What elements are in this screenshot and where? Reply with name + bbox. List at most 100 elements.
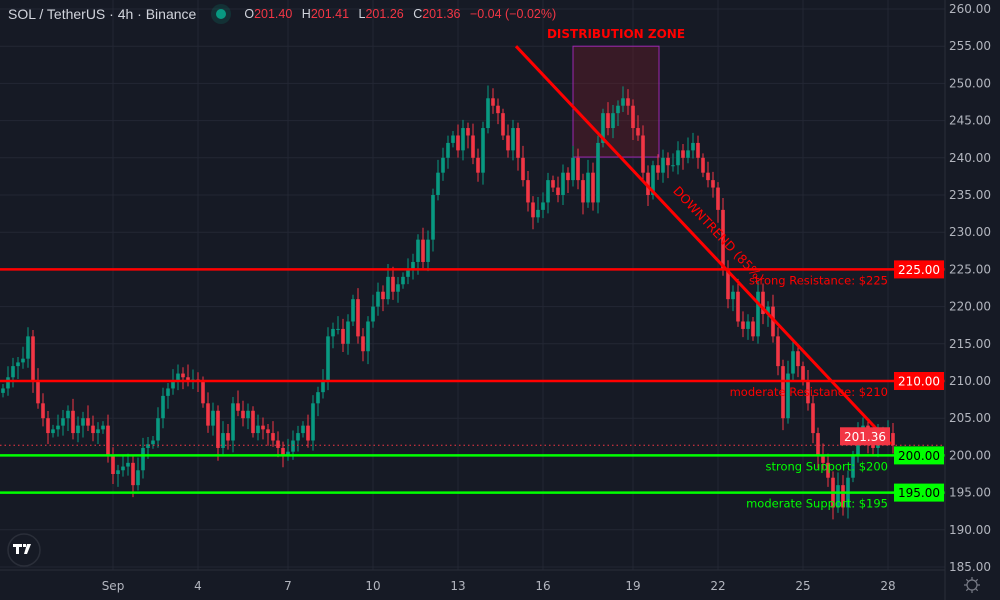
candle-up <box>161 395 165 419</box>
candle-down <box>801 366 805 381</box>
candle-down <box>111 455 115 474</box>
candle-down <box>476 157 480 173</box>
candle-up <box>371 306 375 322</box>
candle-up <box>291 440 295 452</box>
candle-up <box>426 239 430 262</box>
settings-gear-icon[interactable] <box>964 577 980 593</box>
candle-down <box>391 276 395 292</box>
candle-down <box>761 291 765 315</box>
candle-up <box>451 135 455 143</box>
candles <box>1 85 895 520</box>
candle-up <box>386 276 390 300</box>
candle-down <box>71 410 75 434</box>
price-level-badge-label: 210.00 <box>898 375 940 389</box>
candle-down <box>41 403 45 419</box>
candle-up <box>676 150 680 166</box>
candle-up <box>126 462 130 467</box>
candle-up <box>211 410 215 426</box>
candle-up <box>396 284 400 292</box>
candle-down <box>266 429 270 434</box>
downtrend-line: DOWNTREND (85%) <box>514 45 893 446</box>
candle-down <box>496 105 500 114</box>
candle-down <box>251 410 255 434</box>
candle-down <box>181 373 185 378</box>
candle-up <box>331 328 335 337</box>
candle-up <box>756 291 760 337</box>
candle-down <box>556 187 560 195</box>
candle-up <box>256 425 260 434</box>
candle-down <box>206 403 210 426</box>
candle-down <box>516 128 520 158</box>
candle-up <box>411 261 415 270</box>
candle-up <box>601 113 605 143</box>
candle-up <box>231 403 235 441</box>
candle-up <box>661 157 665 173</box>
support-label: moderate Support: $195 <box>746 497 888 511</box>
close-label: C <box>413 7 423 21</box>
candle-up <box>401 276 405 285</box>
candle-down <box>716 187 720 210</box>
candle-down <box>241 410 245 419</box>
candle-down <box>466 128 470 136</box>
candle-up <box>311 403 315 441</box>
candle-down <box>771 306 775 337</box>
price-level-badge-label: 200.00 <box>898 449 940 463</box>
candle-up <box>171 381 175 389</box>
price-level-badge <box>894 260 944 279</box>
candle-up <box>1 388 5 393</box>
candle-up <box>446 142 450 158</box>
price-tick-label: 255.00 <box>949 39 991 53</box>
price-level-badge <box>894 483 944 502</box>
candle-up <box>536 209 540 218</box>
price-tick-label: 250.00 <box>949 76 991 90</box>
candle-up <box>651 165 655 195</box>
candle-up <box>691 142 695 151</box>
candle-down <box>131 462 135 486</box>
candle-up <box>731 291 735 300</box>
symbol-title[interactable]: SOL / TetherUS · 4h · Binance <box>8 6 197 22</box>
candle-down <box>636 128 640 136</box>
tradingview-logo-icon[interactable] <box>7 533 41 567</box>
candle-up <box>66 410 70 419</box>
candle-down <box>31 336 35 381</box>
ohlc-readout: O201.40 H201.41 L201.26 C201.36 −0.04 (−… <box>244 7 562 21</box>
candle-up <box>481 128 485 173</box>
candle-up <box>431 195 435 240</box>
candle-up <box>611 113 615 129</box>
candle-up <box>786 373 790 419</box>
candle-down <box>236 403 240 411</box>
time-tick-label: 25 <box>795 579 810 593</box>
price-axis[interactable]: 185.00 190.00 195.00 200.00 205.00 210.00 215.… <box>949 2 991 574</box>
time-axis[interactable]: Sep 4 7 10 13 16 19 22 25 28 <box>102 579 896 593</box>
candle-down <box>741 321 745 329</box>
candle-down <box>491 98 495 106</box>
resistance-label: moderate Resistance: $210 <box>730 385 888 399</box>
candle-down <box>106 425 110 456</box>
candle-down <box>501 113 505 136</box>
candle-down <box>711 180 715 188</box>
candle-up <box>51 429 55 434</box>
candle-down <box>201 381 205 404</box>
price-levels: strong Resistance: $225 moderate Resistan… <box>0 268 945 511</box>
price-tick-label: 190.00 <box>949 523 991 537</box>
candle-down <box>526 180 530 203</box>
price-tick-label: 235.00 <box>949 188 991 202</box>
candle-up <box>561 172 565 195</box>
candle-up <box>791 351 795 374</box>
candle-up <box>376 291 380 307</box>
price-level-badge <box>894 372 944 390</box>
candle-up <box>621 98 625 106</box>
distribution-zone-box <box>572 45 660 158</box>
candle-up <box>176 373 180 381</box>
candle-up <box>541 202 545 210</box>
price-tick-label: 195.00 <box>949 486 991 500</box>
candle-down <box>811 403 815 434</box>
price-badges: 225.00 210.00 200.00 195.00 201.36 <box>840 260 944 502</box>
candle-down <box>606 113 610 129</box>
price-level-badge-label: 195.00 <box>898 486 940 500</box>
candle-down <box>381 291 385 300</box>
low-value: 201.26 <box>365 7 404 21</box>
candle-up <box>56 425 60 430</box>
time-tick-label: 4 <box>194 579 202 593</box>
